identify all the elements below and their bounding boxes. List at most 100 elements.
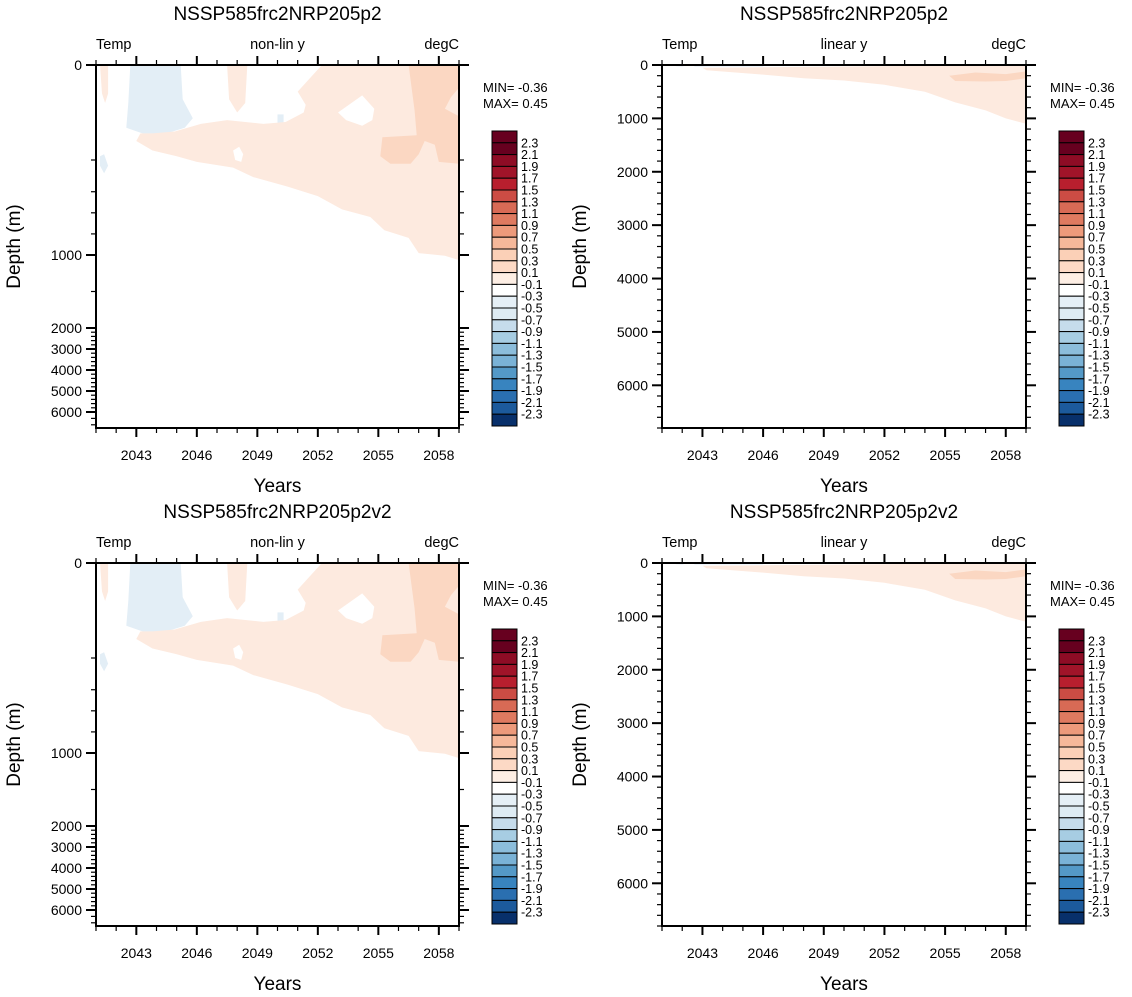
x-tick-label: 2049 bbox=[808, 945, 839, 961]
colorbar-label: -1.7 bbox=[521, 372, 543, 386]
chart-panel-1: 2043 2046 2049 2052 2055 2058 0 1000 2000 3000 400… bbox=[4, 4, 548, 497]
left-string: Temp bbox=[96, 535, 131, 551]
colorbar-label: 2.1 bbox=[521, 148, 538, 162]
colorbar-box bbox=[491, 189, 518, 203]
colorbar-box bbox=[1058, 248, 1085, 262]
x-tick-label: 2049 bbox=[808, 447, 839, 463]
colorbar-label: -0.9 bbox=[1088, 823, 1110, 837]
colorbar-label: 0.1 bbox=[1088, 764, 1105, 778]
x-tick-label: 2043 bbox=[687, 447, 718, 463]
colorbar-label: -0.9 bbox=[521, 823, 543, 837]
center-string: linear y bbox=[821, 535, 868, 551]
colorbar-box bbox=[491, 652, 518, 665]
colorbar-box bbox=[491, 283, 518, 297]
max-label: MAX= 0.45 bbox=[483, 96, 548, 111]
colorbar-box bbox=[491, 236, 518, 250]
colorbar-box bbox=[1058, 640, 1085, 654]
colorbar-label: -1.3 bbox=[1088, 349, 1110, 363]
chart-title: NSSP585frc2NRP205p2 bbox=[740, 4, 948, 25]
colorbar-label: -1.1 bbox=[1088, 337, 1110, 351]
y-tick-label: 4000 bbox=[51, 362, 82, 378]
colorbar-box bbox=[1058, 260, 1085, 274]
colorbar-label: -2.3 bbox=[1088, 408, 1110, 422]
y-tick-label: 6000 bbox=[617, 377, 648, 393]
colorbar-box bbox=[1058, 711, 1085, 724]
colorbar-label: 0.3 bbox=[1088, 752, 1105, 766]
min-label: MIN= -0.36 bbox=[483, 578, 548, 593]
colorbar-box bbox=[1058, 201, 1085, 215]
colorbar-label: -1.3 bbox=[521, 349, 543, 363]
y-axis-label: Depth (m) bbox=[570, 204, 591, 288]
colorbar-box bbox=[491, 852, 518, 866]
contour-region-white bbox=[338, 95, 375, 126]
colorbar-box bbox=[1058, 876, 1085, 890]
colorbar-label: -0.3 bbox=[1088, 290, 1110, 304]
colorbar-box bbox=[491, 899, 518, 913]
chart-panel-3: 2043 2046 2049 2052 2055 2058 0 1000 2000 3000 400… bbox=[4, 502, 548, 995]
colorbar-label: 0.5 bbox=[1088, 741, 1105, 755]
colorbar-label: -2.1 bbox=[1088, 396, 1110, 410]
colorbar: 2.32.11.91.71.51.31.10.90.70.50.30.1-0.1… bbox=[1058, 130, 1110, 427]
colorbar-box bbox=[491, 793, 518, 807]
colorbar-box bbox=[491, 829, 518, 842]
colorbar-label: -1.5 bbox=[1088, 859, 1110, 873]
colorbar-box bbox=[1058, 331, 1085, 344]
colorbar-label: -1.9 bbox=[521, 384, 543, 398]
chart-title: NSSP585frc2NRP205p2v2 bbox=[163, 502, 391, 523]
colorbar-box bbox=[491, 378, 518, 392]
colorbar: 2.32.11.91.71.51.31.10.90.70.50.30.1-0.1… bbox=[1058, 628, 1110, 925]
colorbar-label: 1.1 bbox=[521, 207, 538, 221]
colorbar-label: 0.3 bbox=[1088, 254, 1105, 268]
colorbar-label: -1.5 bbox=[521, 361, 543, 375]
colorbar-label: 1.9 bbox=[521, 160, 538, 174]
colorbar-box bbox=[1058, 295, 1085, 309]
contour-region-mid-orange bbox=[949, 71, 1026, 82]
colorbar-label: -0.1 bbox=[521, 776, 543, 790]
colorbar-box bbox=[491, 840, 518, 854]
colorbar-box bbox=[1058, 319, 1085, 333]
right-string: degC bbox=[424, 37, 459, 53]
x-tick-label: 2052 bbox=[869, 945, 900, 961]
colorbar-box bbox=[491, 687, 518, 701]
x-tick-label: 2043 bbox=[121, 447, 152, 463]
y-tick-label: 0 bbox=[74, 57, 82, 73]
colorbar-box bbox=[491, 319, 518, 333]
colorbar-box bbox=[491, 342, 518, 356]
colorbar-box bbox=[491, 331, 518, 344]
y-tick-label: 6000 bbox=[617, 875, 648, 891]
y-tick-label: 1000 bbox=[617, 608, 648, 624]
colorbar-box bbox=[491, 165, 518, 179]
colorbar-label: 2.3 bbox=[521, 634, 538, 648]
colorbar-label: -0.3 bbox=[521, 290, 543, 304]
colorbar-box bbox=[491, 722, 518, 736]
x-tick-label: 2046 bbox=[181, 447, 212, 463]
colorbar-box bbox=[1058, 213, 1085, 226]
contour-region-light-orange bbox=[136, 563, 459, 759]
y-tick-label: 4000 bbox=[617, 769, 648, 785]
colorbar-box bbox=[1058, 699, 1085, 713]
y-tick-label: 5000 bbox=[617, 324, 648, 340]
contour-fills bbox=[674, 65, 1026, 124]
contour-fills bbox=[674, 563, 1026, 622]
colorbar-box bbox=[1058, 840, 1085, 854]
colorbar-box bbox=[1058, 758, 1085, 772]
colorbar-box bbox=[491, 413, 518, 427]
contour-region-light-blue bbox=[100, 652, 109, 672]
colorbar-label: 1.5 bbox=[1088, 184, 1105, 198]
colorbar-box bbox=[491, 888, 518, 901]
y-axis-label: Depth (m) bbox=[4, 702, 25, 786]
colorbar-box bbox=[491, 746, 518, 760]
colorbar-label: 0.9 bbox=[1088, 717, 1105, 731]
colorbar-label: -1.7 bbox=[1088, 372, 1110, 386]
colorbar-label: 2.3 bbox=[1088, 634, 1105, 648]
x-tick-label: 2043 bbox=[687, 945, 718, 961]
colorbar-label: 1.7 bbox=[1088, 670, 1105, 684]
colorbar-box bbox=[1058, 687, 1085, 701]
x-tick-label: 2049 bbox=[242, 945, 273, 961]
colorbar-box bbox=[1058, 663, 1085, 677]
colorbar-label: 0.5 bbox=[521, 243, 538, 257]
contour-region-light-blue bbox=[126, 65, 193, 136]
colorbar-label: 2.1 bbox=[1088, 646, 1105, 660]
contour-region-light-blue bbox=[100, 154, 109, 174]
contour-region-light-blue bbox=[126, 563, 193, 634]
